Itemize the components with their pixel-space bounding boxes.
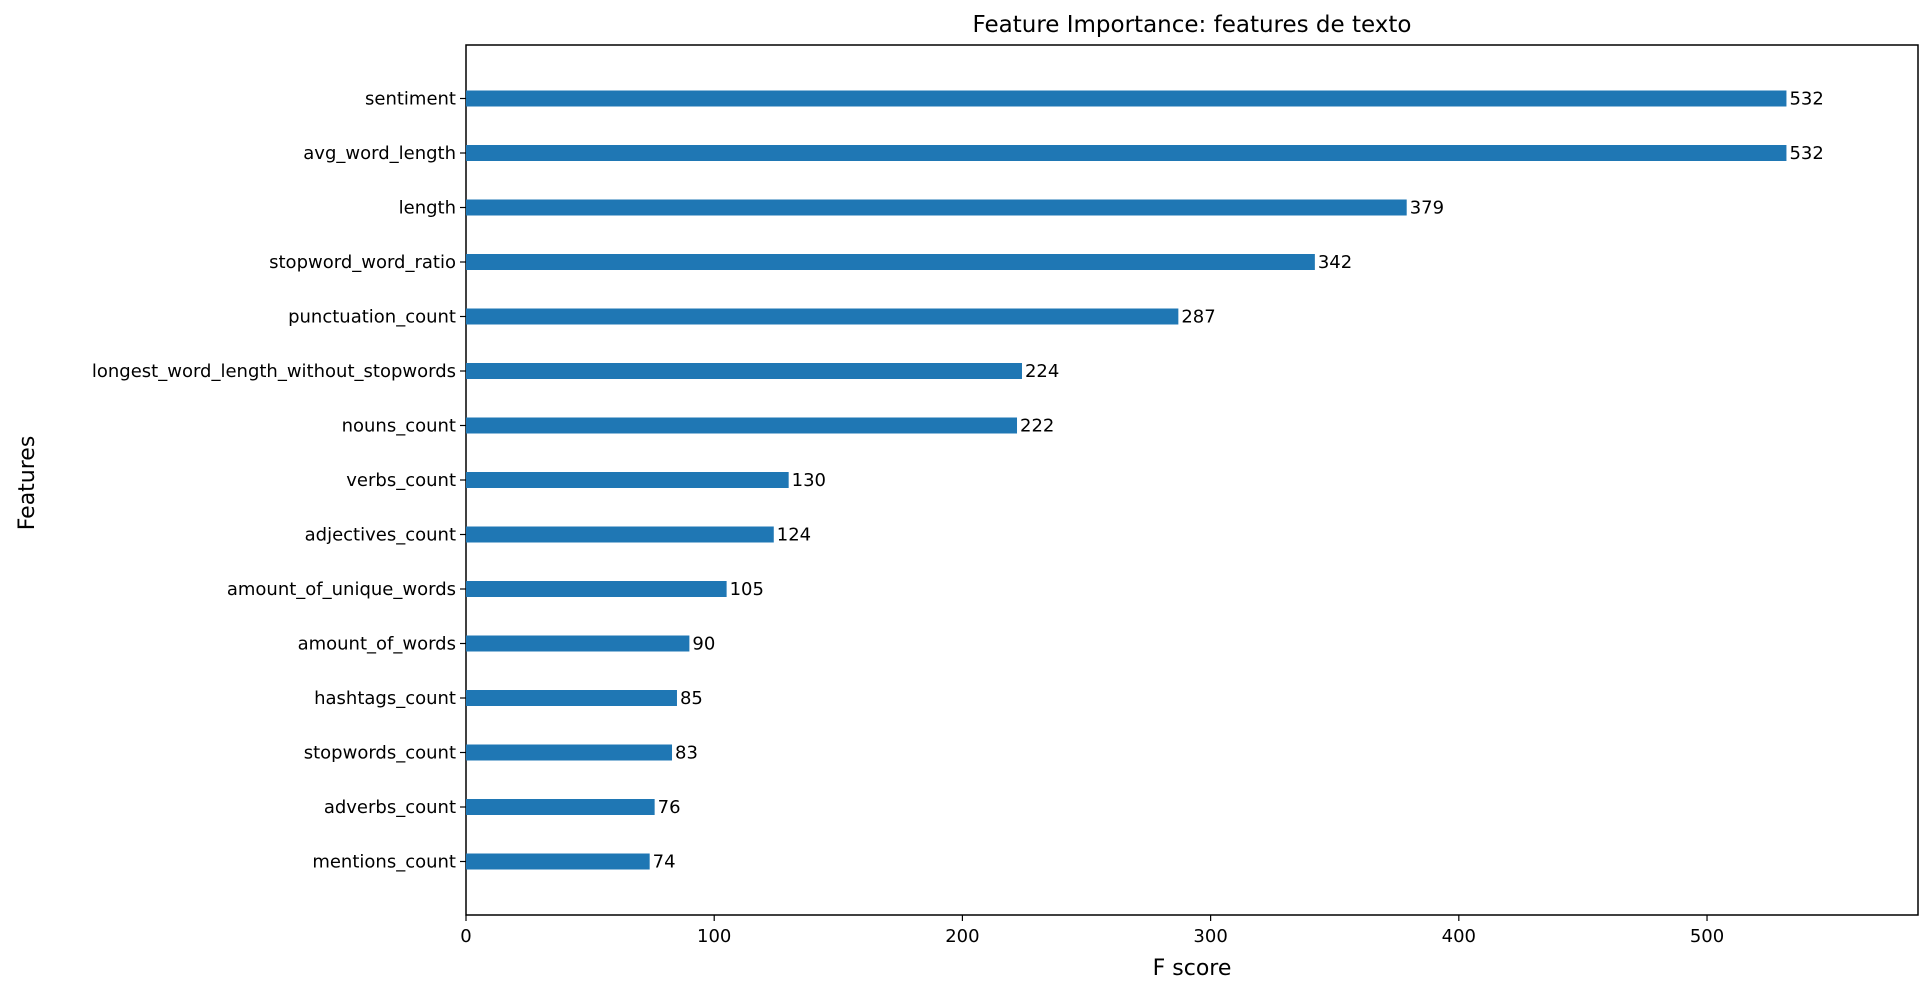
- x-tick-label-100: 100: [697, 926, 731, 947]
- x-tick-label-200: 200: [945, 926, 979, 947]
- y-tick-label-stopword-word-ratio: stopword_word_ratio: [269, 252, 456, 273]
- bar-value-label-length: 379: [1410, 198, 1444, 219]
- y-tick-label-longest-word-length-without-stopwords: longest_word_length_without_stopwords: [92, 361, 456, 382]
- bar-value-label-stopwords-count: 83: [675, 743, 698, 764]
- bar-mentions-count: [466, 853, 650, 870]
- y-tick-label-punctuation-count: punctuation_count: [288, 307, 456, 328]
- bar-value-label-hashtags-count: 85: [680, 688, 703, 709]
- y-tick-label-adverbs-count: adverbs_count: [324, 797, 456, 818]
- bar-value-label-amount-of-words: 90: [692, 634, 715, 655]
- y-tick-label-avg-word-length: avg_word_length: [303, 143, 456, 164]
- bar-value-label-stopword-word-ratio: 342: [1318, 252, 1352, 273]
- x-tick-label-400: 400: [1442, 926, 1476, 947]
- bar-value-label-verbs-count: 130: [792, 470, 826, 491]
- bar-value-label-mentions-count: 74: [653, 852, 676, 873]
- bar-stopword-word-ratio: [466, 254, 1315, 270]
- x-tick-label-500: 500: [1690, 926, 1724, 947]
- bar-adjectives-count: [466, 526, 774, 543]
- bar-avg-word-length: [466, 145, 1787, 161]
- bar-hashtags-count: [466, 690, 677, 706]
- x-tick-label-0: 0: [460, 926, 471, 947]
- bar-value-label-adverbs-count: 76: [658, 797, 681, 818]
- y-tick-label-verbs-count: verbs_count: [346, 470, 456, 491]
- bar-value-label-punctuation-count: 287: [1181, 307, 1215, 328]
- y-tick-label-sentiment: sentiment: [365, 89, 456, 110]
- bar-nouns-count: [466, 417, 1018, 434]
- y-tick-label-adjectives-count: adjectives_count: [305, 525, 456, 546]
- bar-amount-of-words: [466, 635, 690, 652]
- x-axis-label: F score: [1153, 956, 1232, 981]
- y-tick-label-amount-of-unique-words: amount_of_unique_words: [227, 579, 456, 600]
- bar-value-label-nouns-count: 222: [1020, 416, 1054, 437]
- y-tick-label-amount-of-words: amount_of_words: [298, 634, 456, 655]
- y-tick-label-hashtags-count: hashtags_count: [314, 688, 456, 709]
- x-tick-label-300: 300: [1193, 926, 1227, 947]
- y-tick-label-stopwords-count: stopwords_count: [304, 743, 456, 764]
- bar-punctuation-count: [466, 308, 1179, 325]
- bar-value-label-amount-of-unique-words: 105: [730, 579, 764, 600]
- bar-value-label-longest-word-length-without-stopwords: 224: [1025, 361, 1059, 382]
- y-tick-label-nouns-count: nouns_count: [342, 416, 456, 437]
- bar-value-label-avg-word-length: 532: [1789, 143, 1823, 164]
- bar-amount-of-unique-words: [466, 581, 727, 597]
- bar-verbs-count: [466, 472, 789, 488]
- y-tick-label-length: length: [399, 198, 456, 219]
- bar-length: [466, 199, 1407, 216]
- bar-longest-word-length-without-stopwords: [466, 363, 1022, 379]
- bar-value-label-sentiment: 532: [1789, 89, 1823, 110]
- bar-stopwords-count: [466, 744, 673, 761]
- bars-group: 532 532 379 342 287 224 222 130 124 105 90 85 83 76 74: [466, 89, 1824, 873]
- bar-sentiment: [466, 90, 1787, 107]
- x-axis-ticks: 0 100 200 300 400 500: [460, 915, 1724, 947]
- chart-title: Feature Importance: features de texto: [973, 12, 1412, 38]
- bar-adverbs-count: [466, 799, 655, 815]
- y-axis-label: Features: [15, 436, 40, 531]
- bar-value-label-adjectives-count: 124: [777, 525, 811, 546]
- y-tick-label-mentions-count: mentions_count: [312, 852, 456, 873]
